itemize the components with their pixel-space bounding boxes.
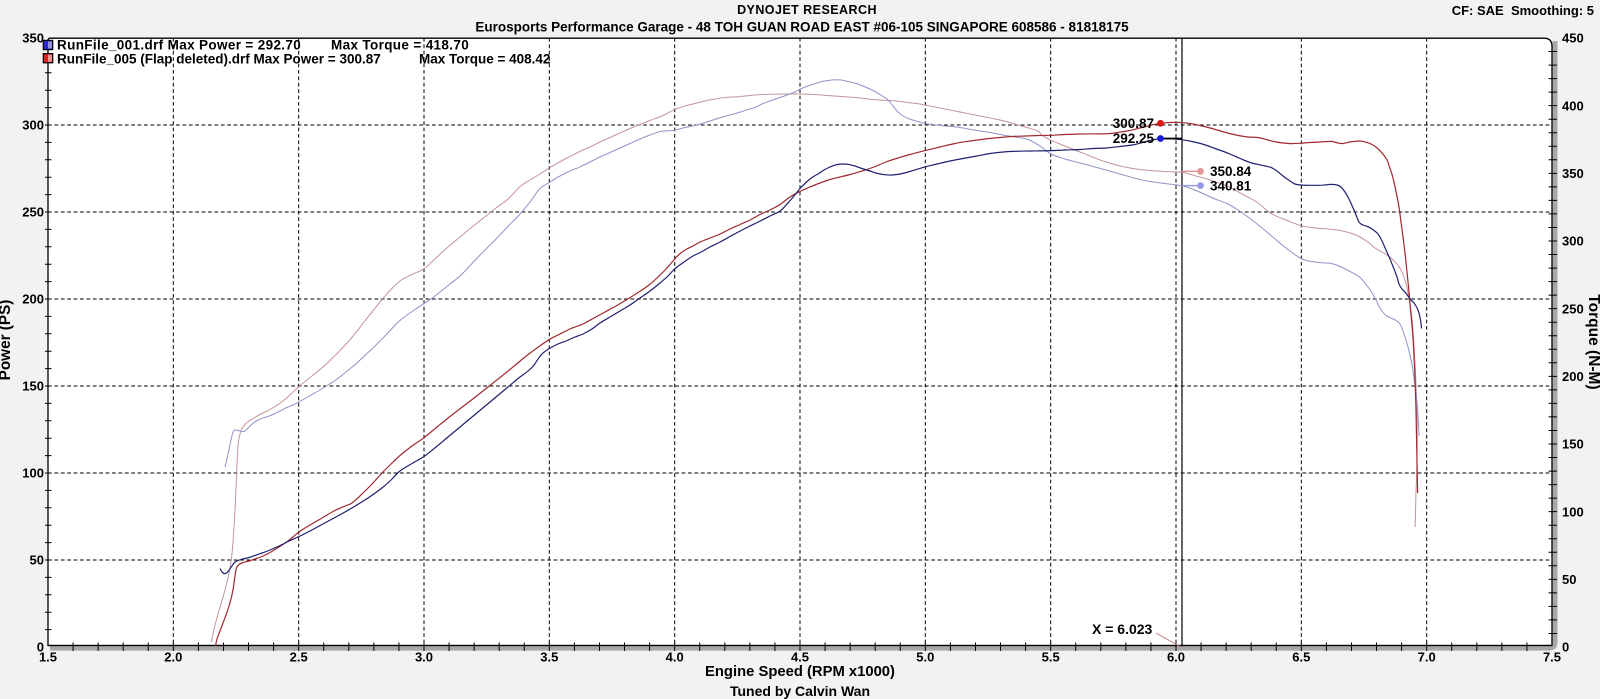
svg-text:4.5: 4.5 bbox=[791, 650, 809, 665]
svg-text:7.0: 7.0 bbox=[1418, 650, 1436, 665]
svg-text:3.5: 3.5 bbox=[540, 650, 558, 665]
svg-text:5.0: 5.0 bbox=[916, 650, 934, 665]
svg-text:6.0: 6.0 bbox=[1167, 650, 1185, 665]
svg-text:Torque (N-M): Torque (N-M) bbox=[1585, 294, 1600, 389]
svg-text:350: 350 bbox=[22, 31, 44, 46]
svg-text:200: 200 bbox=[1562, 369, 1584, 384]
svg-text:300: 300 bbox=[1562, 234, 1584, 249]
svg-text:5.5: 5.5 bbox=[1042, 650, 1060, 665]
svg-text:RunFile_005 (Flap deleted).drf: RunFile_005 (Flap deleted).drf Max Power… bbox=[57, 51, 550, 66]
svg-text:292.25: 292.25 bbox=[1113, 131, 1155, 146]
svg-text:50: 50 bbox=[30, 553, 44, 568]
svg-text:Tuned by Calvin Wan: Tuned by Calvin Wan bbox=[730, 683, 870, 699]
svg-text:0: 0 bbox=[1562, 640, 1569, 655]
svg-text:300.87: 300.87 bbox=[1113, 116, 1154, 131]
svg-text:4.0: 4.0 bbox=[666, 650, 684, 665]
svg-text:6.5: 6.5 bbox=[1292, 650, 1310, 665]
svg-text:0: 0 bbox=[37, 640, 44, 655]
svg-text:350: 350 bbox=[1562, 166, 1584, 181]
svg-text:50: 50 bbox=[1562, 572, 1576, 587]
svg-text:2.5: 2.5 bbox=[290, 650, 308, 665]
svg-text:2.0: 2.0 bbox=[164, 650, 182, 665]
svg-text:DYNOJET RESEARCH: DYNOJET RESEARCH bbox=[737, 3, 877, 17]
svg-text:200: 200 bbox=[22, 292, 44, 307]
svg-text:1.5: 1.5 bbox=[39, 650, 57, 665]
svg-text:Eurosports Performance Garage: Eurosports Performance Garage - 48 TOH G… bbox=[475, 20, 1129, 35]
svg-text:400: 400 bbox=[1562, 98, 1584, 113]
svg-text:Power (PS): Power (PS) bbox=[0, 300, 14, 381]
svg-text:RunFile_001.drf Max Power = 29: RunFile_001.drf Max Power = 292.70 Max To… bbox=[57, 38, 469, 53]
svg-text:3.0: 3.0 bbox=[415, 650, 433, 665]
svg-text:250: 250 bbox=[22, 205, 44, 220]
svg-text:300: 300 bbox=[22, 118, 44, 133]
svg-text:450: 450 bbox=[1562, 31, 1584, 46]
svg-text:CF: SAE Smoothing: 5: CF: SAE Smoothing: 5 bbox=[1452, 3, 1594, 18]
svg-text:350.84: 350.84 bbox=[1210, 164, 1252, 179]
svg-text:150: 150 bbox=[1562, 437, 1584, 452]
svg-text:7.5: 7.5 bbox=[1543, 650, 1561, 665]
svg-text:250: 250 bbox=[1562, 301, 1584, 316]
svg-text:100: 100 bbox=[22, 466, 44, 481]
svg-text:X = 6.023: X = 6.023 bbox=[1092, 621, 1153, 637]
svg-text:150: 150 bbox=[22, 379, 44, 394]
svg-text:100: 100 bbox=[1562, 504, 1584, 519]
svg-text:340.81: 340.81 bbox=[1210, 178, 1252, 193]
svg-text:Engine Speed (RPM x1000): Engine Speed (RPM x1000) bbox=[705, 664, 895, 680]
